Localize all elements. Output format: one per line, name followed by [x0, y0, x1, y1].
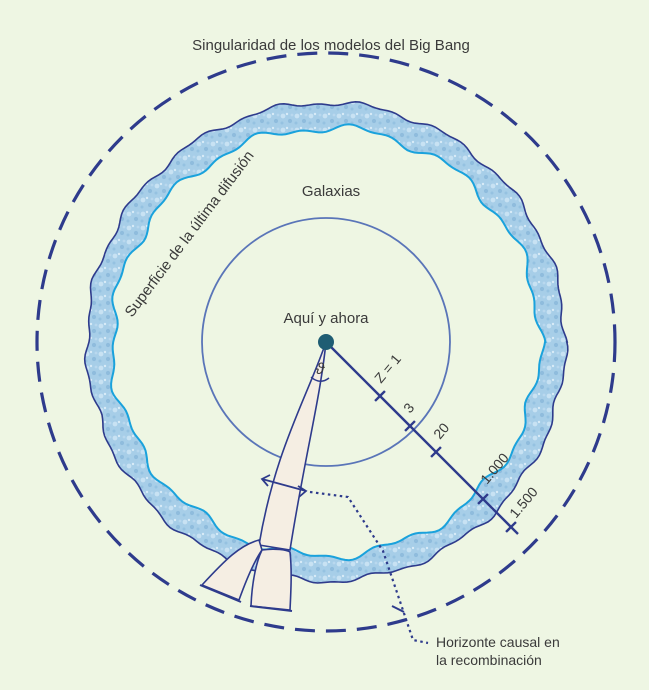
- redshift-tick-label: 20: [430, 420, 452, 442]
- galaxies-label: Galaxias: [302, 183, 360, 200]
- last-scattering-outer-edge: [83, 100, 569, 584]
- redshift-tick-mark: [505, 521, 517, 533]
- here-now-label: Aquí y ahora: [283, 310, 369, 327]
- singularity-circle: [35, 51, 617, 633]
- redshift-tick-mark: [404, 420, 416, 432]
- redshift-tick-label: 3: [400, 400, 417, 416]
- redshift-tick-mark: [430, 446, 442, 458]
- galaxies-circle: [201, 217, 451, 467]
- observation-cone: [258, 341, 327, 551]
- last-scattering-inner-edge: [110, 123, 547, 562]
- horizon-label-line1: Horizonte causal en: [436, 634, 560, 650]
- observer-dot: [318, 334, 334, 350]
- horizon-label-line2: la recombinación: [436, 652, 542, 668]
- redshift-tick-mark: [374, 390, 386, 402]
- theta-label: ϑ: [316, 361, 326, 378]
- horizon-width-arrow: [260, 474, 308, 498]
- cone-lobe-right: [250, 548, 292, 611]
- horizon-leader-line: [309, 490, 429, 645]
- theta-arc: [310, 376, 330, 382]
- redshift-axis: [325, 341, 519, 535]
- redshift-tick-label: Z = 1: [371, 351, 404, 386]
- redshift-tick-mark: [477, 493, 489, 505]
- singularity-label: Singularidad de los modelos del Big Bang: [192, 37, 470, 54]
